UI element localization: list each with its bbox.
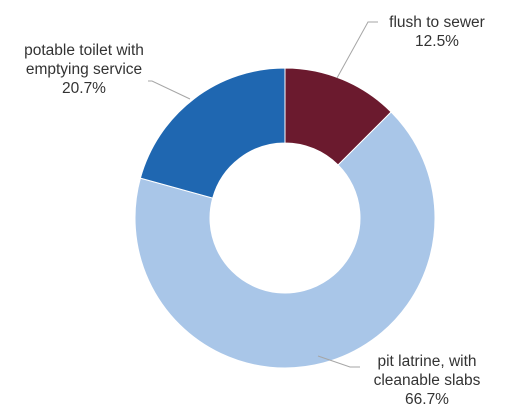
leader-line-1 — [336, 21, 378, 79]
data-label-2-line-1: pit latrine, with — [377, 353, 476, 370]
data-label-2: pit latrine, with cleanable slabs 66.7% — [374, 353, 481, 408]
data-label-1: flush to sewer 12.5% — [389, 14, 485, 50]
leader-line-3 — [148, 80, 191, 100]
data-label-2-line-2: cleanable slabs — [374, 372, 481, 389]
donut-slice-3 — [139, 67, 286, 199]
data-label-1-line-1: flush to sewer — [389, 14, 485, 31]
data-label-1-line-2: 12.5% — [415, 33, 459, 50]
data-label-3: potable toilet with emptying service 20.7% — [24, 42, 144, 97]
data-label-3-line-3: 20.7% — [62, 80, 106, 97]
donut-slice-2 — [134, 111, 436, 369]
data-label-3-line-1: potable toilet with — [24, 42, 144, 59]
data-label-3-line-2: emptying service — [26, 61, 142, 78]
data-label-2-line-3: 66.7% — [405, 391, 449, 408]
leader-line-2 — [317, 355, 360, 368]
